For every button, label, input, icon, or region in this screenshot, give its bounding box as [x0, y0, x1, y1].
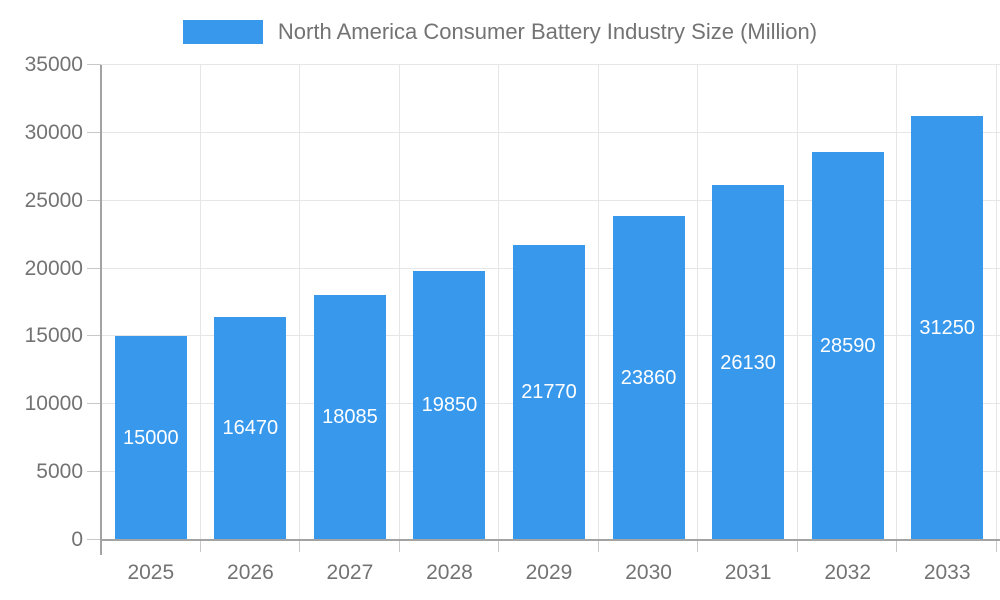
x-tick: [796, 540, 798, 552]
x-tick: [498, 540, 500, 552]
y-tick: [87, 267, 101, 269]
x-axis-label: 2026: [227, 561, 274, 584]
bar-value-label: 26130: [720, 351, 776, 374]
bar-value-label: 28590: [819, 335, 876, 357]
x-tick: [896, 540, 898, 552]
y-tick: [87, 403, 101, 405]
x-axis-line: [100, 539, 1000, 541]
bar-value-label: 16470: [222, 417, 279, 440]
bar[interactable]: 15000: [114, 336, 187, 540]
bar-value-label: 23860: [620, 367, 677, 390]
x-axis-label: 2027: [326, 561, 374, 584]
x-axis-label: 2028: [426, 561, 473, 584]
y-axis-label: 10000: [24, 392, 83, 416]
bar-value-label: 15000: [122, 427, 179, 450]
bar[interactable]: 18085: [313, 294, 386, 540]
y-tick: [87, 131, 101, 133]
x-tick: [996, 540, 997, 552]
x-gridline: [697, 65, 699, 540]
bar[interactable]: 19850: [413, 270, 486, 540]
y-tick: [87, 335, 101, 337]
y-axis-label: 35000: [24, 53, 83, 76]
bar[interactable]: 16470: [214, 316, 287, 540]
y-axis-line: [100, 65, 102, 555]
x-axis-label: 2033: [923, 561, 971, 584]
bar[interactable]: 31250: [911, 115, 984, 540]
bar[interactable]: 26130: [712, 185, 785, 540]
bar[interactable]: 23860: [612, 216, 685, 540]
y-gridline: [101, 64, 1000, 65]
legend[interactable]: North America Consumer Battery Industry …: [0, 17, 1000, 47]
y-axis-label: 20000: [24, 256, 83, 280]
y-tick: [87, 471, 101, 473]
y-gridline: [101, 199, 1000, 201]
x-gridline: [199, 65, 201, 540]
bar[interactable]: 21770: [513, 244, 585, 540]
x-gridline: [299, 65, 301, 540]
x-axis-label: 2031: [724, 561, 772, 584]
y-axis-label: 25000: [24, 188, 83, 212]
y-tick: [87, 64, 101, 65]
x-tick: [398, 540, 400, 552]
y-axis-label: 5000: [36, 460, 83, 484]
x-axis-label: 2025: [127, 561, 175, 584]
x-gridline: [498, 65, 500, 540]
bar-value-label: 19850: [421, 394, 478, 417]
x-gridline: [896, 65, 898, 540]
x-gridline: [796, 65, 798, 540]
bar[interactable]: 28590: [811, 152, 884, 540]
bar-value-label: 18085: [322, 406, 378, 429]
y-axis-label: 15000: [24, 324, 83, 348]
bar-value-label: 31250: [919, 316, 975, 339]
legend-swatch: [182, 20, 263, 44]
y-axis-label: 0: [71, 528, 83, 551]
x-gridline: [996, 65, 997, 540]
x-gridline: [597, 65, 599, 540]
y-gridline: [101, 131, 1000, 133]
legend-label: North America Consumer Battery Industry …: [277, 19, 818, 44]
x-gridline: [398, 65, 400, 540]
y-axis-label: 30000: [24, 120, 83, 144]
bar-value-label: 21770: [521, 381, 577, 404]
x-tick: [299, 540, 301, 552]
y-tick: [87, 199, 101, 201]
x-axis-label: 2032: [824, 561, 872, 584]
x-tick: [597, 540, 599, 552]
x-axis-label: 2029: [525, 561, 573, 584]
x-tick: [697, 540, 699, 552]
x-axis-label: 2030: [625, 561, 672, 584]
y-tick: [87, 539, 101, 540]
x-tick: [199, 540, 201, 552]
